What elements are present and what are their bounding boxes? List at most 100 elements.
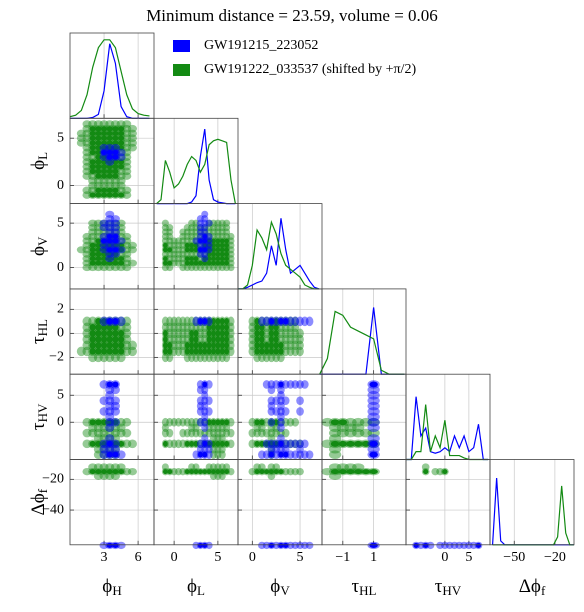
density-contour: [431, 467, 440, 476]
density-contour: [196, 241, 204, 249]
density-contour: [99, 541, 109, 550]
density-contour: [215, 324, 221, 331]
density-contour: [183, 232, 191, 241]
axis-label: τHL: [352, 576, 377, 598]
density-contour: [224, 242, 230, 248]
density-contour: [166, 334, 174, 345]
density-contour: [218, 232, 226, 241]
density-contour: [278, 469, 284, 475]
density-contour: [291, 316, 300, 327]
density-contour: [88, 232, 98, 241]
density-contour: [110, 401, 120, 411]
density-contour: [88, 237, 98, 245]
density-contour: [116, 428, 126, 438]
density-contour: [202, 342, 208, 349]
density-contour: [167, 469, 173, 475]
panel: [321, 459, 407, 550]
density-contour: [196, 241, 204, 249]
density-contour: [105, 264, 115, 272]
density-contour: [166, 316, 174, 327]
density-contour: [183, 237, 191, 245]
density-contour: [105, 120, 115, 128]
density-contour: [105, 423, 115, 432]
density-contour: [105, 215, 115, 223]
density-contour: [227, 246, 235, 254]
density-contour: [117, 140, 125, 146]
density-contour: [215, 330, 221, 337]
density-contour: [89, 256, 96, 262]
density-contour: [106, 542, 113, 548]
density-contour: [110, 177, 120, 185]
density-contour: [214, 463, 222, 471]
density-contour: [193, 330, 199, 337]
density-contour: [112, 330, 119, 337]
density-contour: [93, 463, 103, 471]
density-contour: [283, 451, 289, 458]
density-contour: [193, 348, 199, 355]
density-contour: [264, 348, 270, 355]
density-contour: [106, 140, 113, 146]
density-contour: [89, 140, 96, 146]
density-contour: [283, 318, 289, 325]
density-contour: [192, 219, 200, 227]
density-contour: [330, 440, 340, 447]
density-contour: [259, 336, 265, 343]
panel: [69, 459, 155, 550]
density-contour: [112, 173, 119, 179]
density-contour: [88, 463, 98, 471]
density-contour: [192, 250, 200, 258]
density-contour: [369, 381, 378, 388]
density-contour: [197, 342, 203, 349]
density-contour: [248, 340, 257, 351]
density-contour: [219, 238, 225, 244]
density-contour: [106, 336, 113, 343]
density-contour: [291, 316, 300, 327]
density-contour: [248, 316, 257, 327]
density-contour: [179, 237, 187, 245]
density-contour: [179, 228, 187, 236]
density-contour: [110, 352, 120, 363]
density-contour: [116, 246, 126, 254]
density-contour: [267, 472, 276, 480]
density-contour: [95, 173, 102, 179]
x-tick-label: 0: [441, 550, 448, 565]
density-contour: [201, 215, 209, 223]
density-contour: [188, 352, 196, 363]
density-contour: [106, 238, 113, 244]
density-contour: [99, 316, 109, 327]
panel: [319, 288, 407, 375]
axis-symbol: Δϕ: [519, 576, 541, 597]
density-contour: [82, 241, 92, 249]
density-contour: [219, 348, 225, 355]
density-contour: [88, 428, 98, 438]
density-contour: [179, 417, 187, 427]
density-contour: [196, 417, 204, 427]
density-contour: [224, 336, 230, 343]
density-contour: [166, 241, 174, 249]
density-contour: [112, 256, 119, 262]
density-contour: [278, 342, 284, 349]
density-contour: [296, 328, 304, 339]
density-contour: [262, 352, 271, 363]
density-contour: [219, 318, 225, 325]
density-contour: [99, 423, 109, 432]
density-contour: [253, 423, 261, 432]
density-contour: [170, 328, 178, 339]
density-contour: [170, 334, 178, 345]
density-contour: [192, 237, 200, 245]
density-contour: [196, 439, 204, 449]
density-contour: [89, 348, 96, 355]
density-contour: [89, 330, 96, 337]
density-contour: [106, 247, 113, 253]
x-tick-label: 6: [135, 550, 142, 565]
density-contour: [202, 451, 208, 458]
density-contour: [219, 440, 225, 447]
density-contour: [93, 352, 103, 363]
density-contour: [116, 423, 126, 432]
density-contour: [110, 120, 120, 128]
density-contour: [193, 247, 199, 253]
density-contour: [210, 423, 217, 432]
density-contour: [116, 219, 126, 227]
density-contour: [100, 126, 108, 132]
density-contour: [105, 412, 115, 422]
